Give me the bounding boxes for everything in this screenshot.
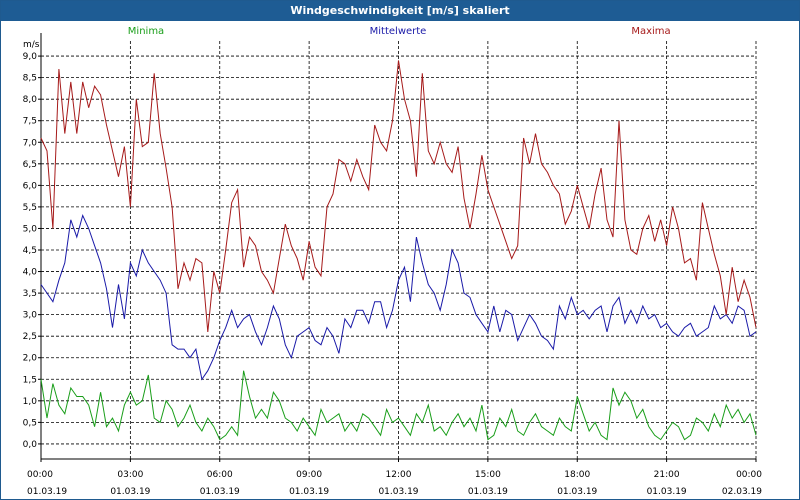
y-tick-label: 8,0 — [23, 95, 38, 105]
y-tick-label: 0,0 — [23, 440, 38, 450]
y-tick-label: 7,5 — [23, 117, 37, 127]
y-tick-label: 5,0 — [23, 224, 38, 234]
legend-entry-minima: Minima — [128, 26, 164, 37]
x-tick-date-label: 01.03.19 — [200, 487, 240, 497]
legend-entry-mittelwerte: Mittelwerte — [370, 26, 427, 37]
x-tick-time-label: 21:00 — [654, 470, 680, 480]
y-tick-label: 8,5 — [23, 74, 37, 84]
x-tick-time-label: 18:00 — [564, 470, 590, 480]
x-tick-date-label: 01.03.19 — [647, 487, 687, 497]
grid-lines — [41, 41, 757, 459]
x-tick-date-label: 02.03.19 — [722, 487, 762, 497]
x-tick-date-label: 01.03.19 — [110, 487, 150, 497]
y-tick-label: 3,0 — [23, 311, 38, 321]
x-tick-date-label: 01.03.19 — [378, 487, 418, 497]
y-tick-label: 9,0 — [23, 52, 38, 62]
y-tick-label: 5,5 — [23, 203, 37, 213]
y-tick-label: 6,0 — [23, 181, 38, 191]
x-tick-time-label: 12:00 — [386, 470, 412, 480]
x-axis-ticks: 00:00 01.03.19 03:00 01.03.19 06:00 01.03.19 0… — [27, 459, 762, 497]
x-tick-time-label: 06:00 — [207, 470, 233, 480]
x-tick-time-label: 00:00 — [27, 470, 53, 480]
y-axis-label: m/s — [23, 40, 40, 50]
y-tick-label: 4,5 — [23, 246, 37, 256]
legend-entry-maxima: Maxima — [631, 26, 670, 37]
legend: Minima Mittelwerte Maxima — [128, 26, 671, 37]
x-tick-date-label: 01.03.19 — [27, 487, 67, 497]
y-axis-ticks: 0,0 0,5 1,0 1,5 2,0 2,5 3,0 3,5 4,0 4,5 5,0 5,5 6,0 6… — [23, 52, 41, 450]
y-tick-label: 0,5 — [23, 418, 37, 428]
y-tick-label: 6,5 — [23, 160, 37, 170]
series-lines — [40, 60, 757, 441]
series-line-maxima — [40, 60, 757, 332]
x-tick-time-label: 09:00 — [296, 470, 322, 480]
window-title: Windgeschwindigkeit [m/s] skaliert — [1, 1, 799, 21]
y-tick-label: 2,0 — [23, 354, 38, 364]
x-tick-date-label: 01.03.19 — [468, 487, 508, 497]
series-line-mittelwerte — [40, 214, 757, 381]
x-tick-date-label: 01.03.19 — [289, 487, 329, 497]
x-tick-date-label: 01.03.19 — [557, 487, 597, 497]
x-tick-time-label: 15:00 — [475, 470, 501, 480]
x-tick-time-label: 00:00 — [736, 470, 762, 480]
y-tick-label: 4,0 — [23, 268, 38, 278]
y-tick-label: 3,5 — [23, 289, 37, 299]
y-tick-label: 1,5 — [23, 375, 37, 385]
series-line-minima — [40, 370, 757, 441]
y-tick-label: 1,0 — [23, 397, 38, 407]
y-tick-label: 7,0 — [23, 138, 38, 148]
y-tick-label: 2,5 — [23, 332, 37, 342]
x-tick-time-label: 03:00 — [117, 470, 143, 480]
